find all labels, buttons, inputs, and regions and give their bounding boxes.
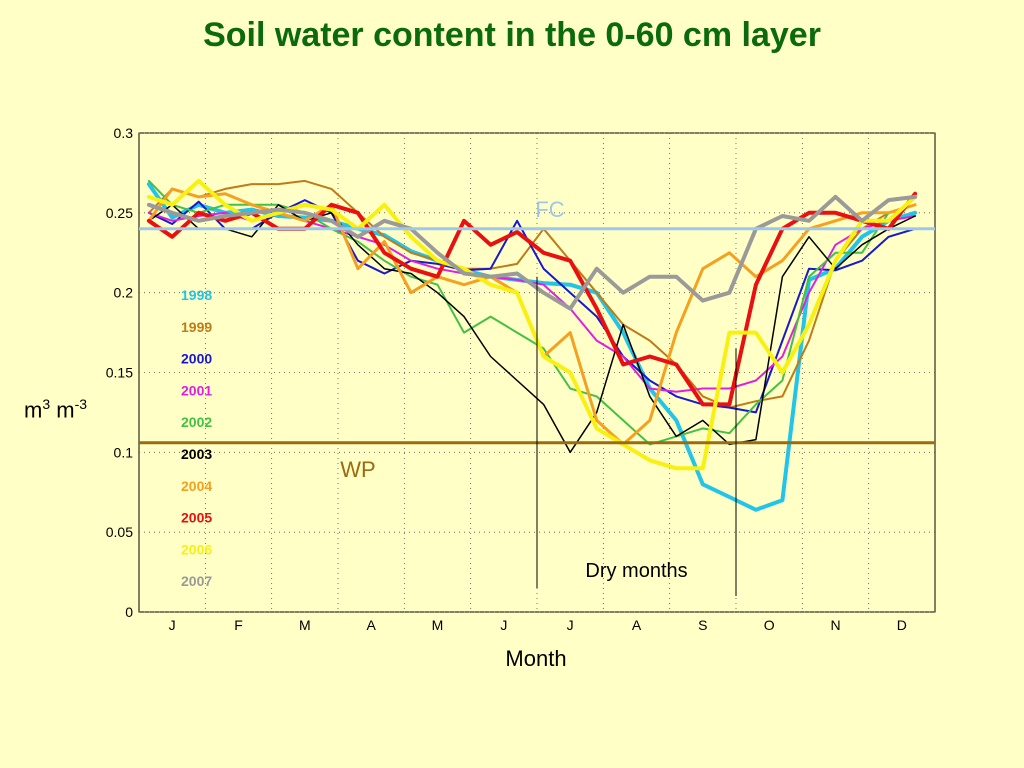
x-tick-label: A: [366, 617, 376, 633]
x-tick-label: M: [299, 617, 311, 633]
x-tick-label: D: [897, 617, 907, 633]
reference-label-fc: FC: [535, 197, 564, 222]
y-tick-label: 0.15: [106, 365, 133, 381]
y-unit-exp-2: -3: [74, 396, 88, 412]
y-tick-label: 0.05: [106, 524, 133, 540]
series-line-2006: [146, 178, 918, 471]
x-tick-label: F: [234, 617, 243, 633]
y-tick-label: 0: [125, 604, 133, 620]
series-line-2005: [146, 191, 918, 407]
y-tick-label: 0.3: [114, 125, 134, 141]
legend-entry-2006: 2006: [181, 541, 212, 557]
x-tick-label: J: [567, 617, 574, 633]
y-axis-label: m3 m-3: [24, 396, 87, 423]
x-tick-label: O: [764, 617, 775, 633]
x-tick-label: S: [698, 617, 707, 633]
y-unit-base-1: m: [24, 397, 43, 423]
x-tick-label: N: [830, 617, 840, 633]
legend-entry-2007: 2007: [181, 573, 212, 589]
legend-entry-2002: 2002: [181, 414, 212, 430]
dry-months-annotation: Dry months: [536, 276, 737, 597]
x-tick-label: J: [169, 617, 176, 633]
dry-months-label: Dry months: [585, 560, 687, 582]
y-unit-base-2: m: [50, 397, 75, 423]
legend-entry-2005: 2005: [181, 510, 212, 526]
series-line-2007: [146, 194, 918, 311]
reference-label-wp: WP: [340, 457, 375, 482]
legend: 1998 1999 2000 2001 2002 2003 2004 2005 2006 2007: [181, 287, 212, 589]
legend-entry-2004: 2004: [181, 478, 212, 494]
x-axis-label: Month: [505, 646, 567, 671]
legend-entry-1998: 1998: [181, 287, 212, 303]
y-unit-exp-1: 3: [42, 396, 51, 412]
series-line-1998: [146, 182, 918, 512]
series-lines: [146, 178, 918, 512]
chart-title: Soil water content in the 0-60 cm layer: [203, 16, 821, 54]
legend-entry-2003: 2003: [181, 446, 212, 462]
legend-entry-2000: 2000: [181, 351, 212, 367]
y-tick-label: 0.2: [114, 285, 134, 301]
series-line-2000: [147, 199, 917, 414]
x-tick-label: A: [632, 617, 642, 633]
legend-entry-2001: 2001: [181, 382, 212, 398]
series-line-2004: [147, 187, 917, 446]
y-tick-labels: 0 0.05 0.1 0.15 0.2 0.25 0.3: [106, 125, 133, 620]
legend-entry-1999: 1999: [181, 319, 212, 335]
x-tick-label: M: [432, 617, 444, 633]
y-tick-label: 0.25: [106, 205, 133, 221]
y-tick-label: 0.1: [114, 444, 134, 460]
x-tick-label: J: [500, 617, 507, 633]
